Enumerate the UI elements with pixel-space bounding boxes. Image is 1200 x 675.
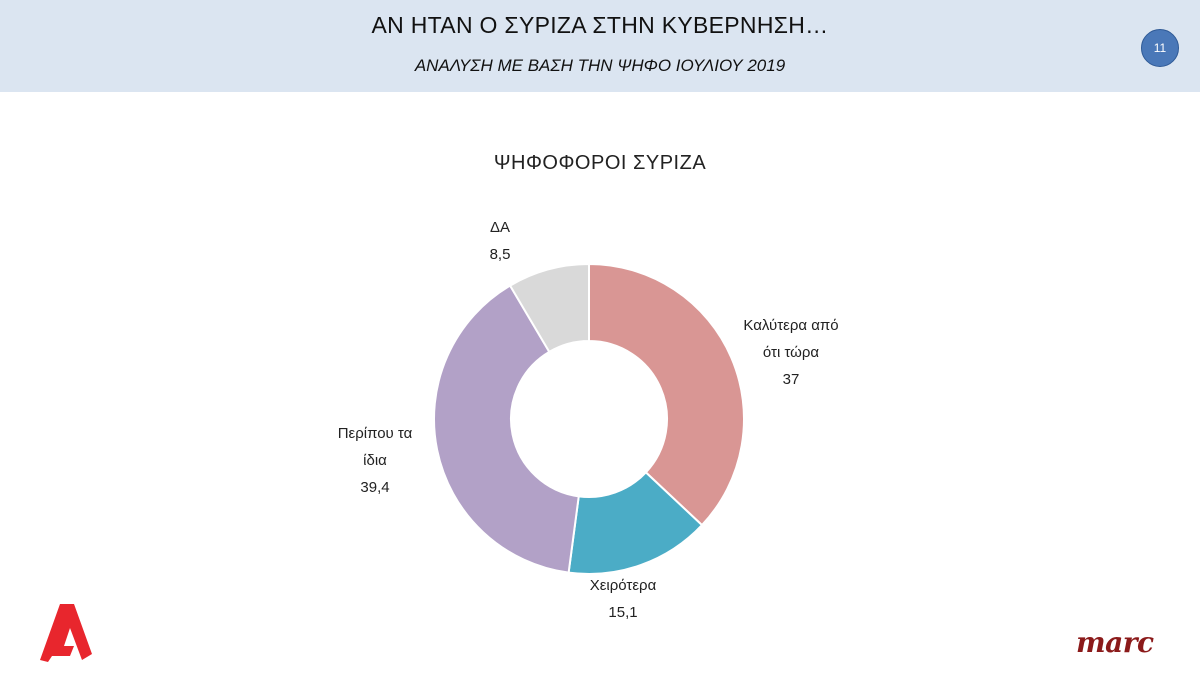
slice-label: Καλύτερα από ότι τώρα 37 bbox=[736, 312, 846, 393]
page-number-badge: 11 bbox=[1141, 29, 1179, 67]
slice-value-label: 39,4 bbox=[360, 479, 390, 496]
chart-title: ΨΗΦΟΦΟΡΟΙ ΣΥΡΙΖΑ bbox=[493, 152, 707, 174]
header-bar: ΑΝ ΗΤΑΝ Ο ΣΥΡΙΖΑ ΣΤΗΝ ΚΥΒΕΡΝΗΣΗ… ΑΝΑΛΥΣΗ… bbox=[0, 0, 1200, 92]
marc-logo: marc bbox=[1076, 626, 1154, 659]
slice-label-text: Περίπου τα bbox=[337, 425, 413, 442]
slide-subtitle: ΑΝΑΛΥΣΗ ΜΕ ΒΑΣΗ ΤΗΝ ΨΗΦΟ ΙΟΥΛΙΟΥ 2019 bbox=[414, 56, 786, 75]
slice-label: Χειρότερα 15,1 bbox=[578, 572, 668, 626]
slice-value-label: 15,1 bbox=[608, 604, 638, 621]
donut-slice bbox=[588, 262, 745, 527]
slice-label-text: ότι τώρα bbox=[762, 344, 820, 361]
slice-label-text: Χειρότερα bbox=[589, 577, 657, 594]
slice-label-text: Καλύτερα από bbox=[743, 317, 839, 334]
slice-label: Περίπου τα ίδια 39,4 bbox=[330, 420, 420, 501]
slice-label-text: ίδια bbox=[363, 452, 387, 469]
slide-title: ΑΝ ΗΤΑΝ Ο ΣΥΡΙΖΑ ΣΤΗΝ ΚΥΒΕΡΝΗΣΗ… bbox=[371, 12, 829, 38]
slice-value-label: 8,5 bbox=[489, 246, 511, 263]
alpha-logo-icon bbox=[40, 604, 92, 662]
slice-value-label: 37 bbox=[782, 371, 800, 388]
slice-label-text: ΔΑ bbox=[489, 219, 511, 236]
donut-slice bbox=[508, 262, 590, 354]
slice-label: ΔΑ 8,5 bbox=[470, 214, 530, 268]
donut-slice bbox=[433, 284, 580, 574]
